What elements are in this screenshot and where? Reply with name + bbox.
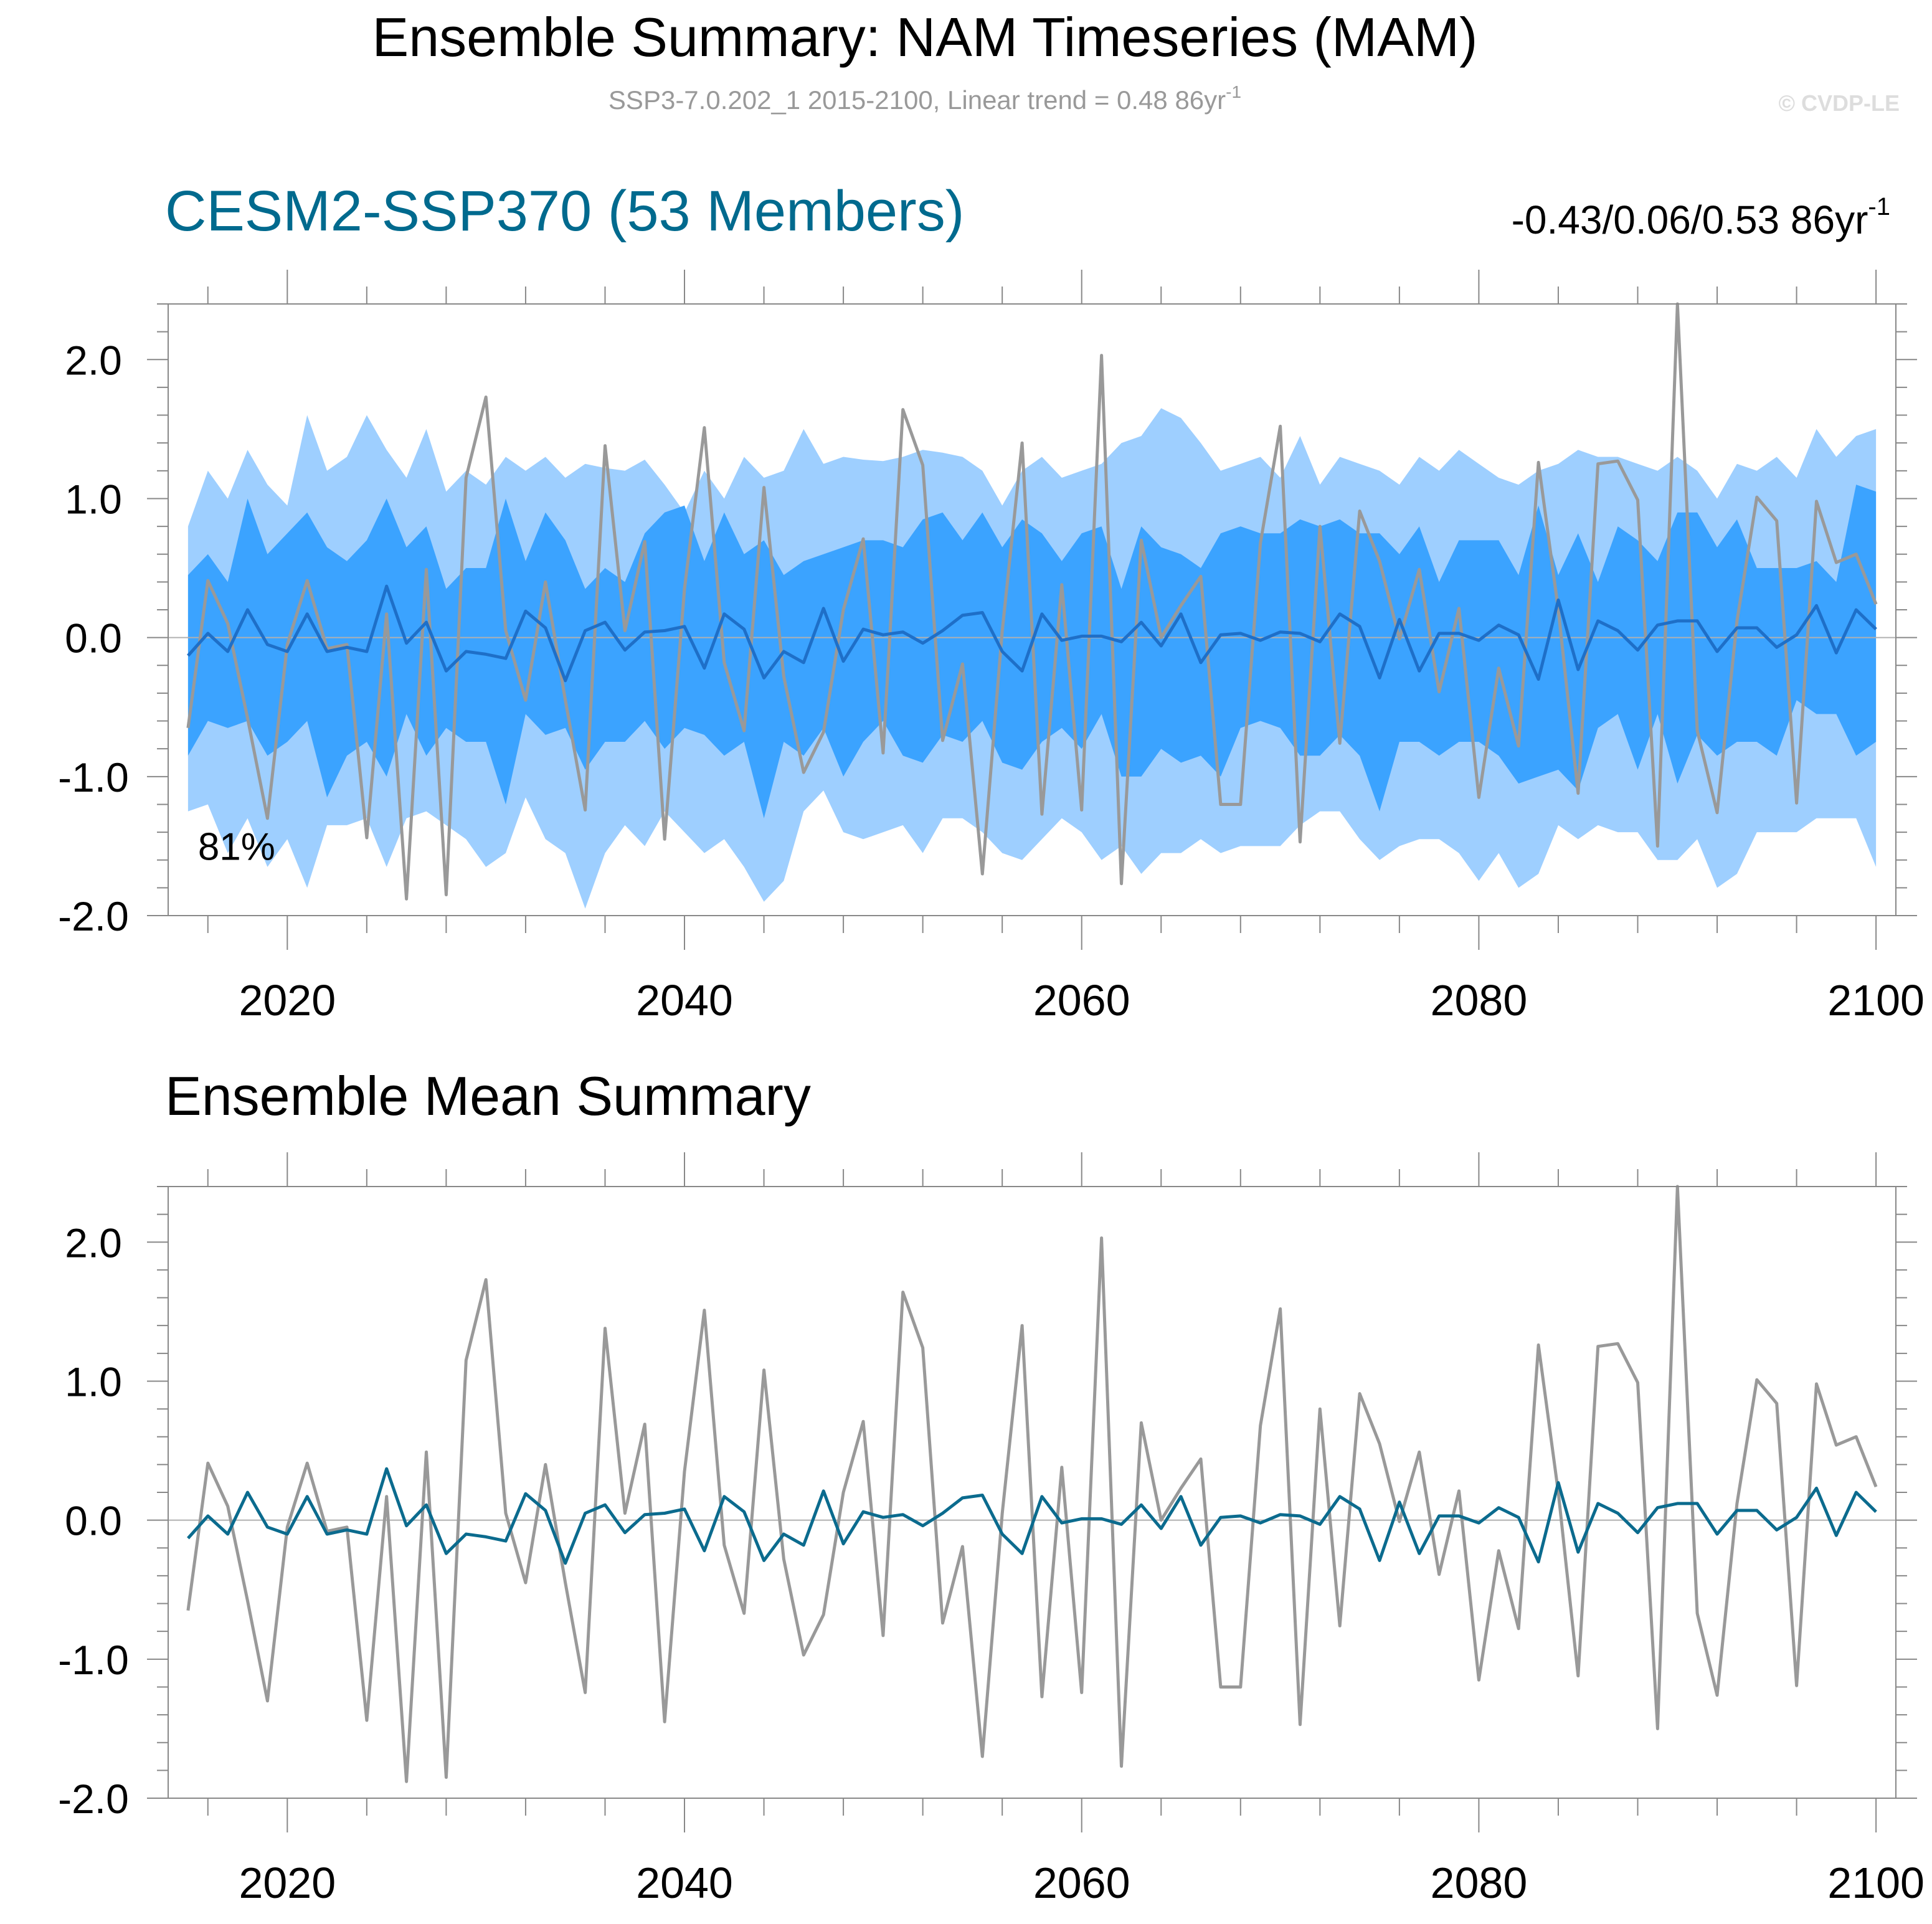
- y-tick-label: -1.0: [58, 754, 129, 800]
- x-tick-label: 2020: [239, 1859, 336, 1907]
- panel1-trend-text: -0.43/0.06/0.53 86yr: [1512, 197, 1868, 242]
- figure-subtitle-sup: -1: [1226, 82, 1241, 102]
- figure-title: Ensemble Summary: NAM Timeseries (MAM): [372, 6, 1478, 68]
- x-tick-label: 2060: [1033, 1859, 1130, 1907]
- ensemble-mean-line: [187, 584, 1877, 683]
- x-tick-label: 2060: [1033, 976, 1130, 1025]
- percent-annotation: 81%: [198, 826, 275, 869]
- x-tick-label: 2080: [1431, 976, 1528, 1025]
- y-tick-label: 2.0: [65, 337, 122, 383]
- y-tick-label: 2.0: [65, 1220, 122, 1266]
- x-tick-label: 2080: [1431, 1859, 1528, 1907]
- y-tick-label: 1.0: [65, 1358, 122, 1405]
- y-tick-label: -1.0: [58, 1637, 129, 1683]
- member-line: [186, 1185, 1878, 1783]
- x-tick-label: 2020: [239, 976, 336, 1025]
- watermark: © CVDP-LE: [1778, 90, 1900, 116]
- x-tick-label: 2100: [1827, 976, 1925, 1025]
- member-line: [186, 302, 1878, 901]
- y-tick-label: 1.0: [65, 476, 122, 522]
- panel2-plot: 2.0 1.0 0.0 -1.0 -2.0 2020 2040 2060 2080 2100: [58, 1152, 1925, 1907]
- y-tick-label: -2.0: [58, 1776, 129, 1822]
- figure-subtitle-text: SSP3-7.0.202_1 2015-2100, Linear trend =…: [608, 85, 1226, 115]
- figure-subtitle: SSP3-7.0.202_1 2015-2100, Linear trend =…: [608, 82, 1241, 115]
- x-tick-label: 2040: [636, 1859, 733, 1907]
- ensemble-mean-line: [187, 1467, 1877, 1565]
- x-tick-label: 2040: [636, 976, 733, 1025]
- panel1-plot: 2.0 1.0 0.0 -1.0 -2.0 2020 2040 2060 2080 2100 81%: [58, 270, 1925, 1025]
- y-tick-label: 0.0: [65, 615, 122, 661]
- panel1-trend-sup: -1: [1868, 193, 1890, 220]
- y-tick-label: -2.0: [58, 893, 129, 939]
- x-tick-label: 2100: [1827, 1859, 1925, 1907]
- panel1-trend: -0.43/0.06/0.53 86yr-1: [1512, 193, 1890, 242]
- panel2-title: Ensemble Mean Summary: [165, 1065, 811, 1127]
- y-tick-label: 0.0: [65, 1498, 122, 1544]
- panel1-title: CESM2-SSP370 (53 Members): [165, 179, 964, 243]
